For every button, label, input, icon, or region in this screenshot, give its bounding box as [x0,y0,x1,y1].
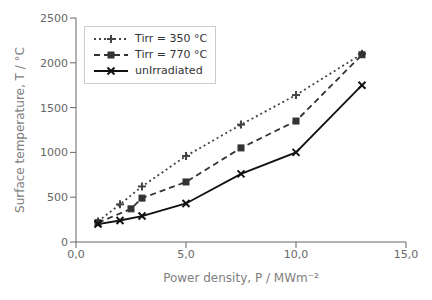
svg-text:2000: 2000 [40,57,68,70]
html-text:Tirr = 770 °C: Tirr = 770 °C [135,48,208,61]
html-text:unIrradiated: unIrradiated [135,64,203,77]
svg-text:10,0: 10,0 [284,248,309,261]
svg-text:1500: 1500 [40,102,68,115]
svg-text:500: 500 [47,191,68,204]
svg-text:1000: 1000 [40,146,68,159]
svg-text:15,0: 15,0 [394,248,419,261]
svg-text:0: 0 [61,236,68,249]
svg-text:Surface temperature, T / °C: Surface temperature, T / °C [13,47,27,213]
html-text:Tirr = 350 °C: Tirr = 350 °C [135,32,208,45]
svg-text:Power density, P / MWm⁻²: Power density, P / MWm⁻² [163,271,319,285]
svg-text:5,0: 5,0 [177,248,195,261]
svg-text:0,0: 0,0 [67,248,85,261]
svg-text:2500: 2500 [40,12,68,25]
